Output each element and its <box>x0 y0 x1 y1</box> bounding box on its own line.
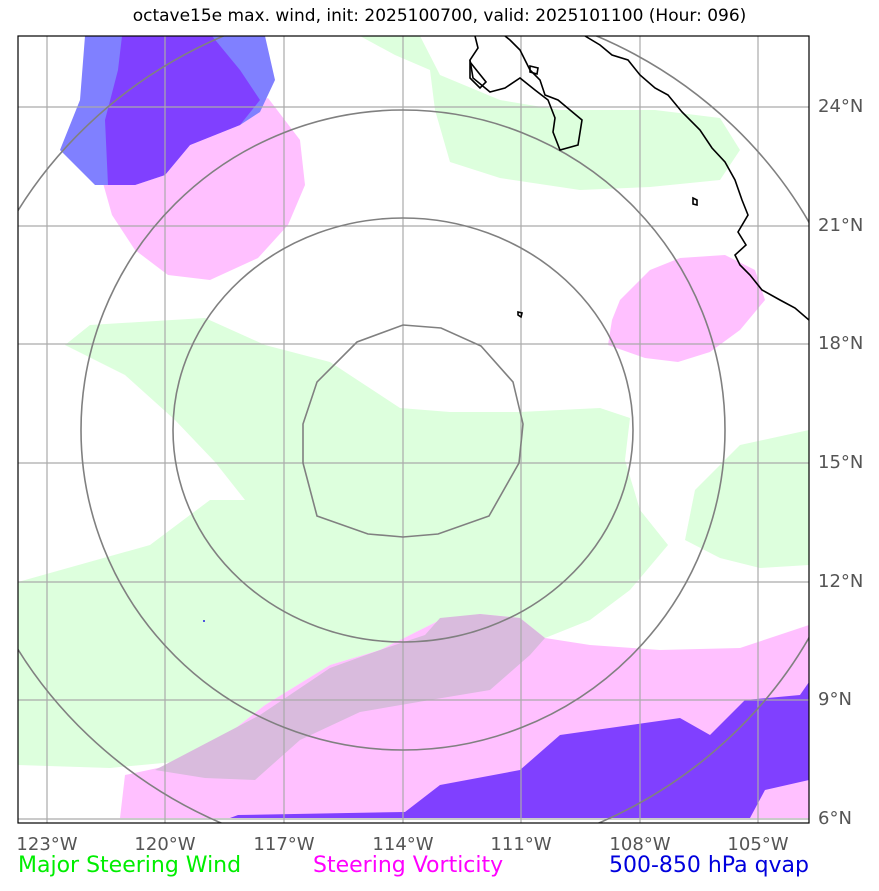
lon-label-114w: 114°W <box>372 834 434 855</box>
lat-label-9n: 9°N <box>818 689 852 710</box>
lat-label-24n: 24°N <box>818 96 864 117</box>
chart-title: octave15e max. wind, init: 2025100700, v… <box>132 6 747 26</box>
range-ring-2 <box>172 217 634 643</box>
lat-label-12n: 12°N <box>818 571 864 592</box>
small-blue-dot <box>203 620 205 622</box>
legend-steering-wind: Major Steering Wind <box>18 853 242 878</box>
range-ring-1 <box>302 324 524 538</box>
lon-label-123w: 123°W <box>16 834 78 855</box>
legend-steering-vorticity: Steering Vorticity <box>313 853 504 878</box>
legend-qvap: 500-850 hPa qvap <box>608 853 809 878</box>
lon-label-120w: 120°W <box>134 834 196 855</box>
steering-wind-region <box>18 36 809 768</box>
lat-label-18n: 18°N <box>818 333 864 354</box>
lat-label-21n: 21°N <box>818 215 864 236</box>
range-ring-3 <box>80 109 726 751</box>
lat-label-15n: 15°N <box>818 452 864 473</box>
lon-label-105w: 105°W <box>727 834 789 855</box>
coastline <box>469 36 809 321</box>
range-rings <box>18 36 809 823</box>
lon-label-108w: 108°W <box>609 834 671 855</box>
lat-label-6n: 6°N <box>818 808 852 829</box>
lon-label-111w: 111°W <box>490 834 552 855</box>
overlap-region <box>155 614 545 780</box>
map-frame <box>17 35 810 824</box>
qvap-dark-region <box>105 36 260 185</box>
lon-label-117w: 117°W <box>253 834 315 855</box>
qvap-dark-region-south <box>230 682 809 818</box>
